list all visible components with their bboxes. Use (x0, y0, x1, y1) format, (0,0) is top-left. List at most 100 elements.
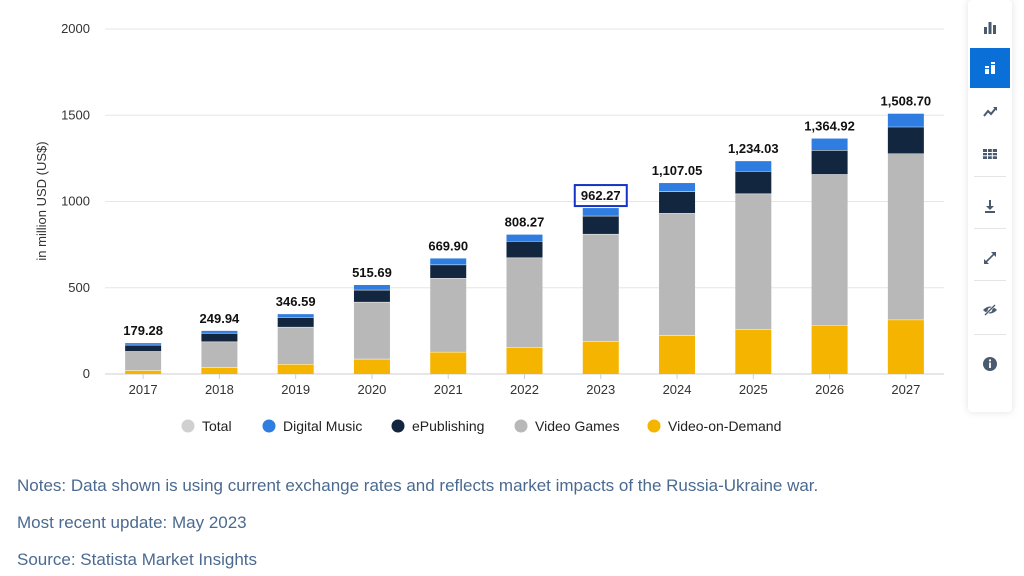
bar-segment-video-on-demand[interactable] (277, 363, 314, 374)
y-tick-label: 1500 (61, 107, 90, 122)
hide-button[interactable] (970, 290, 1010, 330)
update-text: Most recent update: May 2023 (17, 513, 247, 532)
bar-segment-video-games[interactable] (582, 233, 619, 342)
bar-segment-video-on-demand[interactable] (506, 347, 543, 374)
bar-segment-video-on-demand[interactable] (582, 341, 619, 374)
toolbar-separator (974, 176, 1006, 177)
legend[interactable]: Total Digital Music ePublishing Video Games… (181, 418, 782, 434)
stacked-bar-icon (982, 60, 998, 76)
chart-toolbar (968, 0, 1012, 412)
download-button[interactable] (970, 186, 1010, 226)
bar-segment-video-games[interactable] (735, 193, 772, 330)
bar-segment-video-on-demand[interactable] (430, 351, 467, 374)
bar-segment-video-games[interactable] (430, 278, 467, 352)
bar-segment-epublishing[interactable] (353, 289, 390, 302)
bar-segment-epublishing[interactable] (811, 150, 848, 175)
x-tick-label: 2025 (739, 382, 768, 397)
bar-segment-video-on-demand[interactable] (659, 335, 696, 374)
download-icon (982, 198, 998, 214)
bar-segment-video-games[interactable] (353, 301, 390, 359)
bar-chart-icon (982, 20, 998, 36)
bar-segment-digital-music[interactable] (735, 161, 772, 172)
source-text: Source: Statista Market Insights (17, 550, 257, 569)
bar-segment-digital-music[interactable] (201, 330, 238, 333)
x-tick-label: 2021 (434, 382, 463, 397)
bars[interactable] (125, 113, 924, 374)
x-tick-label: 2024 (663, 382, 692, 397)
bar-segment-epublishing[interactable] (277, 317, 314, 327)
legend-item-epublishing[interactable]: ePublishing (412, 418, 484, 434)
bar-segment-video-games[interactable] (887, 153, 924, 320)
x-axis-ticks: 2017 2018 2019 2020 2021 2022 2023 2024 2025 2026… (129, 374, 920, 397)
line-chart-button[interactable] (970, 92, 1010, 132)
legend-marker (181, 419, 195, 433)
legend-item-video-games[interactable]: Video Games (535, 418, 620, 434)
fullscreen-button[interactable] (970, 238, 1010, 278)
total-label: 249.94 (200, 311, 241, 326)
bar-segment-digital-music[interactable] (582, 208, 619, 216)
x-tick-label: 2022 (510, 382, 539, 397)
bar-segment-video-games[interactable] (811, 174, 848, 326)
legend-marker (391, 419, 405, 433)
bar-chart-button[interactable] (970, 8, 1010, 48)
bar-segment-video-on-demand[interactable] (125, 370, 162, 374)
bar-segment-digital-music[interactable] (887, 113, 924, 127)
bar-segment-video-on-demand[interactable] (201, 367, 238, 374)
x-tick-label: 2027 (891, 382, 920, 397)
bar-segment-epublishing[interactable] (887, 126, 924, 154)
legend-marker (647, 419, 661, 433)
bar-segment-digital-music[interactable] (430, 258, 467, 265)
table-icon (982, 146, 998, 162)
bar-segment-digital-music[interactable] (353, 284, 390, 290)
legend-marker (514, 419, 528, 433)
x-tick-label: 2026 (815, 382, 844, 397)
bar-segment-epublishing[interactable] (582, 215, 619, 234)
total-label: 346.59 (276, 294, 316, 309)
notes-text: Notes: Data shown is using current excha… (17, 476, 819, 495)
bar-segment-digital-music[interactable] (659, 183, 696, 192)
y-tick-label: 500 (68, 280, 90, 295)
bar-segment-epublishing[interactable] (735, 171, 772, 194)
bar-segment-epublishing[interactable] (430, 264, 467, 279)
x-tick-label: 2018 (205, 382, 234, 397)
bar-segment-video-on-demand[interactable] (353, 358, 390, 374)
info-button[interactable] (970, 344, 1010, 384)
bar-segment-digital-music[interactable] (811, 138, 848, 151)
x-tick-label: 2019 (281, 382, 310, 397)
bar-segment-video-games[interactable] (277, 326, 314, 364)
bar-segment-epublishing[interactable] (201, 332, 238, 342)
fullscreen-icon (982, 250, 998, 266)
x-tick-label: 2020 (357, 382, 386, 397)
bar-segment-epublishing[interactable] (506, 241, 543, 258)
legend-item-digital-music[interactable]: Digital Music (283, 418, 362, 434)
total-label: 1,508.70 (881, 94, 932, 109)
bar-segment-digital-music[interactable] (506, 234, 543, 242)
highlight-box (573, 184, 628, 208)
total-label: 962.27 (581, 188, 621, 203)
bar-segment-video-on-demand[interactable] (811, 325, 848, 374)
toolbar-separator (974, 280, 1006, 281)
total-label: 669.90 (428, 238, 468, 253)
legend-marker (262, 419, 276, 433)
bar-segment-video-on-demand[interactable] (887, 319, 924, 374)
chart: 0 500 1000 1500 2000 in million USD (US$) 20… (34, 21, 944, 434)
x-tick-label: 2023 (586, 382, 615, 397)
bar-segment-epublishing[interactable] (125, 344, 162, 352)
total-label: 808.27 (505, 215, 545, 230)
y-tick-label: 1000 (61, 194, 90, 209)
bar-segment-video-games[interactable] (201, 341, 238, 368)
total-labels: 179.28 249.94 346.59 515.69 669.90 808.27 962.… (123, 94, 931, 338)
y-tick-label: 0 (83, 366, 90, 381)
bar-segment-digital-music[interactable] (125, 343, 162, 345)
stacked-bar-button[interactable] (970, 48, 1010, 88)
bar-segment-digital-music[interactable] (277, 314, 314, 318)
total-label: 1,107.05 (652, 163, 703, 178)
bar-segment-video-games[interactable] (506, 257, 543, 348)
bar-segment-video-games[interactable] (659, 213, 696, 336)
legend-item-total[interactable]: Total (202, 418, 232, 434)
bar-segment-video-games[interactable] (125, 351, 162, 371)
legend-item-video-on-demand[interactable]: Video-on-Demand (668, 418, 781, 434)
table-button[interactable] (970, 134, 1010, 174)
bar-segment-epublishing[interactable] (659, 191, 696, 214)
bar-segment-video-on-demand[interactable] (735, 329, 772, 374)
